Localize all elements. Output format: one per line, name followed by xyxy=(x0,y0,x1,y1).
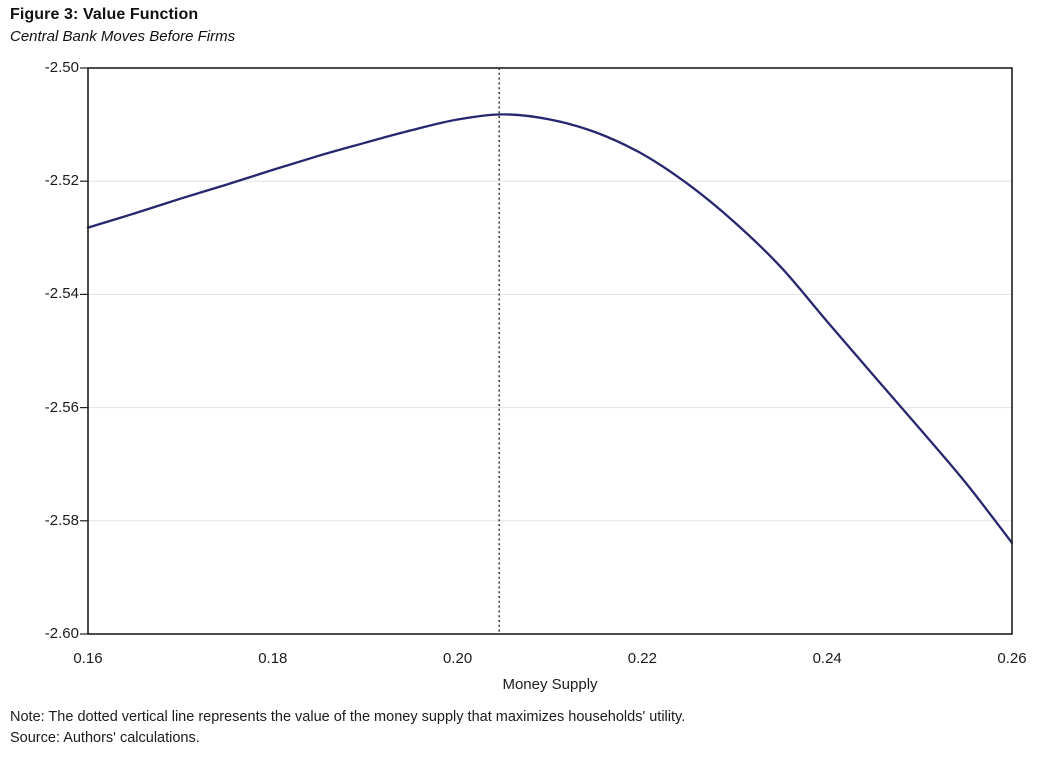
value-function-curve xyxy=(86,113,1014,545)
x-tick-label: 0.16 xyxy=(73,650,103,667)
figure-title: Figure 3: Value Function xyxy=(10,6,199,23)
x-tick-label: 0.26 xyxy=(997,650,1027,667)
figure-subtitle: Central Bank Moves Before Firms xyxy=(10,28,236,45)
y-tick-label: -2.54 xyxy=(44,285,79,303)
figure-note: Note: The dotted vertical line represent… xyxy=(10,709,686,725)
x-tick-label: 0.18 xyxy=(258,650,288,667)
y-tick-label: -2.58 xyxy=(44,511,79,529)
y-tick-label: -2.50 xyxy=(44,59,79,76)
y-tick-label: -2.52 xyxy=(44,172,79,190)
plot-border xyxy=(87,67,1013,635)
figure-source: Source: Authors' calculations. xyxy=(10,730,200,746)
y-tick-label: -2.56 xyxy=(44,398,79,416)
x-tick-label: 0.24 xyxy=(812,650,842,667)
x-tick-label: 0.20 xyxy=(442,650,473,667)
y-tick-label: -2.60 xyxy=(44,625,79,642)
x-axis-title: Money Supply xyxy=(502,676,598,693)
x-tick-label: 0.22 xyxy=(627,650,657,667)
